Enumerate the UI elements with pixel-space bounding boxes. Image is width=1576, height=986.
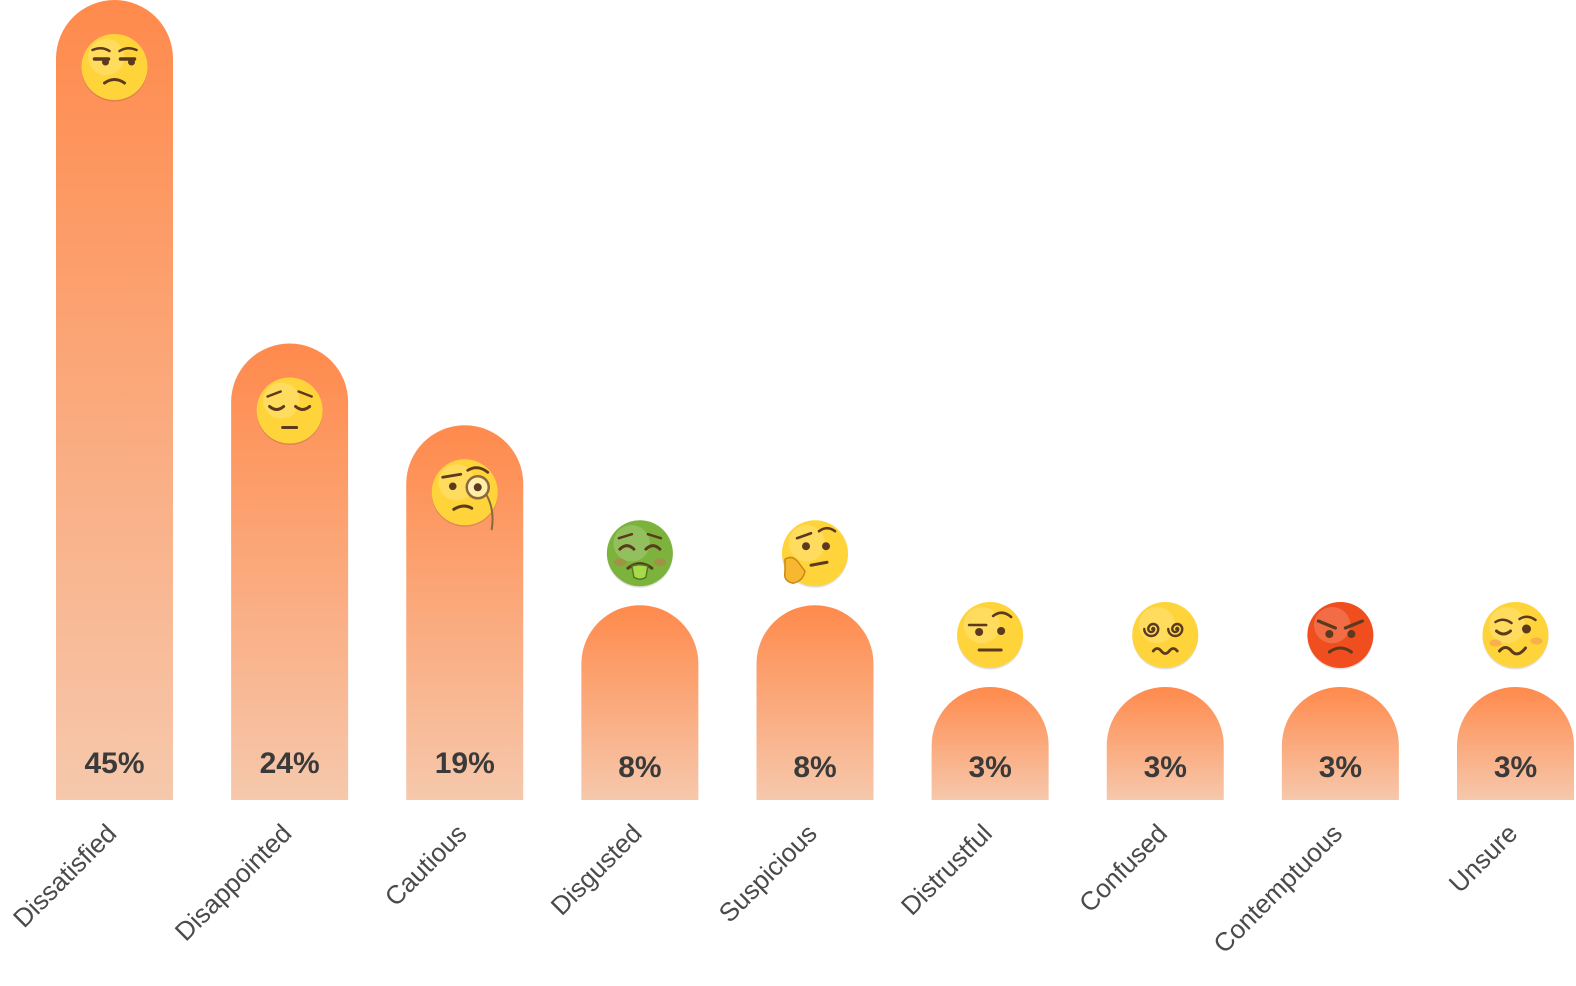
category-label: Unsure xyxy=(1443,818,1523,898)
dizzy-face-icon xyxy=(1132,602,1199,670)
bar-disappointed xyxy=(231,343,349,800)
raised-eyebrow-face-icon xyxy=(957,602,1024,670)
value-label: 8% xyxy=(618,751,661,784)
category-label: Distrustful xyxy=(895,818,998,921)
category-labels-layer: Dissatisfied Disappointed Cautious Disguste… xyxy=(7,818,1523,959)
category-label: Confused xyxy=(1073,818,1173,918)
value-label: 3% xyxy=(1319,751,1362,784)
nauseated-face-icon xyxy=(606,520,673,588)
bar-dissatisfied xyxy=(56,0,173,800)
category-label: Suspicious xyxy=(713,818,823,928)
bar-contemptuous xyxy=(1281,687,1399,800)
value-label: 19% xyxy=(435,747,495,780)
value-label: 3% xyxy=(1144,751,1187,784)
category-label: Disappointed xyxy=(169,818,298,947)
woozy-face-icon xyxy=(1482,602,1549,670)
bar-suspicious xyxy=(756,605,874,800)
bar-cautious xyxy=(406,425,524,800)
category-label: Dissatisfied xyxy=(7,818,122,933)
bars-layer xyxy=(56,0,1575,800)
monocle-face-icon xyxy=(431,459,498,531)
category-label: Contemptuous xyxy=(1207,818,1348,959)
category-label: Cautious xyxy=(379,818,473,912)
angry-face-icon xyxy=(1307,602,1374,670)
value-label: 8% xyxy=(793,751,836,784)
value-labels-layer: 45% 24% 19% 8% 8% 3% 3% 3% 3% xyxy=(84,747,1537,784)
icons-layer xyxy=(81,34,1549,670)
pensive-face-icon xyxy=(256,377,323,445)
thinking-face-icon xyxy=(782,520,848,588)
bar-confused xyxy=(1106,687,1224,800)
unamused-face-icon xyxy=(81,34,148,102)
value-label: 3% xyxy=(1494,751,1537,784)
category-label: Disgusted xyxy=(545,818,648,921)
bar-disgusted xyxy=(581,605,699,800)
bar-unsure xyxy=(1457,687,1575,800)
bar-distrustful xyxy=(931,687,1049,800)
value-label: 24% xyxy=(260,747,320,780)
value-label: 3% xyxy=(968,751,1011,784)
value-label: 45% xyxy=(84,747,144,780)
